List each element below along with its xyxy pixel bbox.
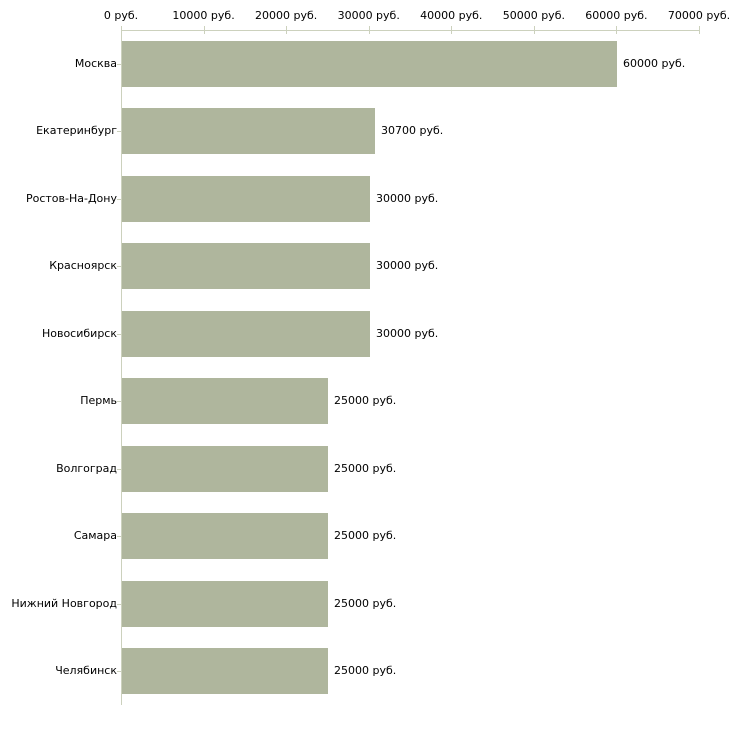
x-axis-tick-label: 20000 руб. — [255, 9, 318, 22]
x-axis-tick-label: 60000 руб. — [585, 9, 648, 22]
category-label: Челябинск — [55, 664, 117, 678]
value-label: 25000 руб. — [334, 529, 397, 543]
category-label: Москва — [74, 56, 117, 70]
value-label: 25000 руб. — [334, 461, 397, 475]
bar — [122, 378, 328, 424]
y-axis-tick — [117, 266, 122, 267]
y-axis-tick — [117, 64, 122, 65]
category-label: Нижний Новгород — [11, 596, 117, 610]
y-axis-tick — [117, 401, 122, 402]
x-axis-tick-label: 70000 руб. — [667, 9, 730, 22]
category-label: Екатеринбург — [36, 124, 117, 138]
category-label: Самара — [73, 529, 117, 543]
category-label: Новосибирск — [41, 326, 117, 340]
y-axis-tick — [117, 131, 122, 132]
value-label: 60000 руб. — [623, 56, 686, 70]
y-axis-tick — [117, 671, 122, 672]
category-label: Волгоград — [56, 461, 117, 475]
bar — [122, 243, 370, 289]
bar — [122, 581, 328, 627]
value-label: 30000 руб. — [376, 326, 439, 340]
value-label: 25000 руб. — [334, 596, 397, 610]
bar — [122, 446, 328, 492]
value-label: 25000 руб. — [334, 394, 397, 408]
y-axis-tick — [117, 469, 122, 470]
x-axis-tick-label: 50000 руб. — [502, 9, 565, 22]
bar — [122, 41, 617, 87]
value-label: 25000 руб. — [334, 664, 397, 678]
y-axis-line — [121, 30, 122, 705]
value-label: 30000 руб. — [376, 191, 439, 205]
x-axis-tick-label: 0 руб. — [103, 9, 139, 22]
y-axis-tick — [117, 536, 122, 537]
category-label: Красноярск — [49, 259, 117, 273]
y-axis-tick — [117, 604, 122, 605]
bar — [122, 311, 370, 357]
x-axis-line — [121, 30, 700, 31]
bar — [122, 648, 328, 694]
y-axis-tick — [117, 334, 122, 335]
category-label: Ростов-На-Дону — [25, 191, 117, 205]
x-axis-tick-label: 40000 руб. — [420, 9, 483, 22]
value-label: 30000 руб. — [376, 259, 439, 273]
x-axis-tick-label: 10000 руб. — [172, 9, 235, 22]
value-label: 30700 руб. — [381, 124, 444, 138]
y-axis-tick — [117, 199, 122, 200]
bar — [122, 176, 370, 222]
bar — [122, 108, 375, 154]
bar — [122, 513, 328, 559]
x-axis-tick-label: 30000 руб. — [337, 9, 400, 22]
category-label: Пермь — [80, 394, 117, 408]
